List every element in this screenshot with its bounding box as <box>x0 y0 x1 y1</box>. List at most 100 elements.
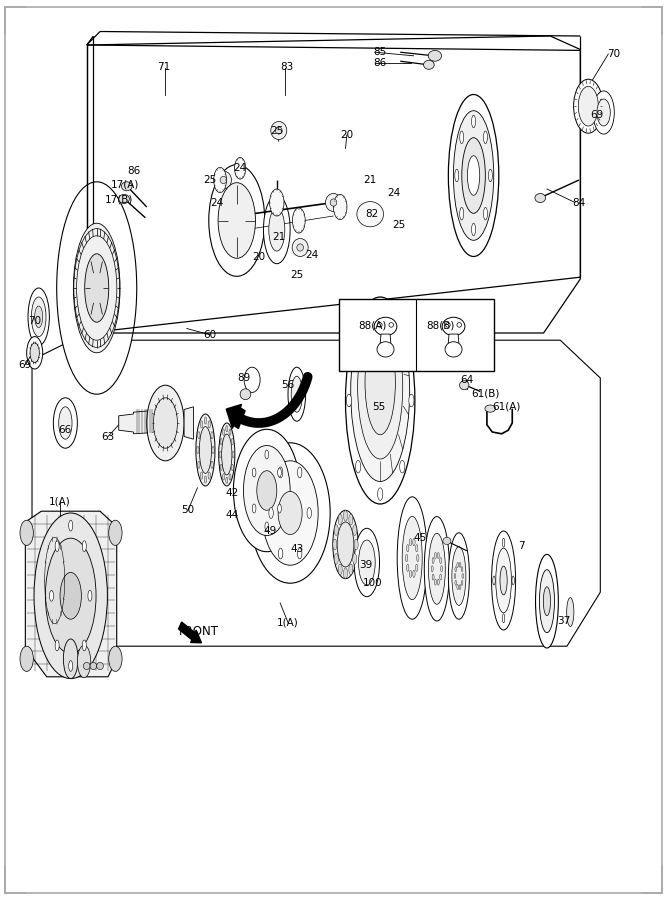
Ellipse shape <box>432 574 434 580</box>
Ellipse shape <box>263 195 290 264</box>
Ellipse shape <box>82 640 86 651</box>
Ellipse shape <box>413 538 415 545</box>
Ellipse shape <box>502 614 505 623</box>
Text: 25: 25 <box>290 269 303 280</box>
Text: 61(A): 61(A) <box>493 401 521 412</box>
Ellipse shape <box>485 405 496 412</box>
Ellipse shape <box>220 464 222 471</box>
Ellipse shape <box>354 539 358 550</box>
Text: 45: 45 <box>414 533 427 544</box>
Text: 37: 37 <box>557 616 570 626</box>
Text: 21: 21 <box>272 231 285 242</box>
Ellipse shape <box>252 504 256 513</box>
Ellipse shape <box>34 513 107 679</box>
Ellipse shape <box>434 553 436 559</box>
Ellipse shape <box>109 520 122 545</box>
Ellipse shape <box>197 432 200 439</box>
Ellipse shape <box>277 468 281 477</box>
Ellipse shape <box>219 451 221 457</box>
Ellipse shape <box>338 564 342 575</box>
Ellipse shape <box>457 585 458 590</box>
Text: 21: 21 <box>364 175 377 185</box>
Ellipse shape <box>500 566 507 595</box>
Ellipse shape <box>229 473 231 480</box>
Ellipse shape <box>109 646 122 671</box>
Text: 69: 69 <box>590 110 604 121</box>
Ellipse shape <box>493 576 495 585</box>
Ellipse shape <box>265 450 269 459</box>
Ellipse shape <box>461 567 463 572</box>
Ellipse shape <box>333 510 358 579</box>
Text: 61(B): 61(B) <box>472 388 500 399</box>
Ellipse shape <box>472 115 476 128</box>
Ellipse shape <box>60 572 81 619</box>
Ellipse shape <box>85 254 109 322</box>
Ellipse shape <box>354 528 380 597</box>
Ellipse shape <box>344 510 348 521</box>
Ellipse shape <box>250 443 330 583</box>
Text: 49: 49 <box>263 526 277 536</box>
Ellipse shape <box>212 446 214 454</box>
Ellipse shape <box>461 580 463 585</box>
Ellipse shape <box>334 525 338 535</box>
Ellipse shape <box>567 598 574 626</box>
Ellipse shape <box>97 662 103 670</box>
Ellipse shape <box>20 520 33 545</box>
Ellipse shape <box>57 182 137 394</box>
Ellipse shape <box>413 571 415 578</box>
FancyArrow shape <box>226 404 245 428</box>
Ellipse shape <box>455 567 457 572</box>
Ellipse shape <box>269 208 285 251</box>
Text: 50: 50 <box>181 505 195 516</box>
Ellipse shape <box>271 122 287 140</box>
Ellipse shape <box>262 461 318 565</box>
Ellipse shape <box>454 111 494 240</box>
Text: 63: 63 <box>101 431 115 442</box>
Ellipse shape <box>219 423 235 486</box>
Text: 82: 82 <box>366 209 379 220</box>
Ellipse shape <box>200 421 203 428</box>
Ellipse shape <box>440 574 442 580</box>
Ellipse shape <box>406 554 408 562</box>
Ellipse shape <box>454 573 456 579</box>
Ellipse shape <box>292 238 308 256</box>
Ellipse shape <box>30 343 39 363</box>
Ellipse shape <box>406 544 409 552</box>
Ellipse shape <box>229 429 231 436</box>
Text: 39: 39 <box>359 560 372 571</box>
Ellipse shape <box>69 661 73 671</box>
Ellipse shape <box>460 562 461 567</box>
Ellipse shape <box>153 398 177 448</box>
Ellipse shape <box>457 562 458 567</box>
Ellipse shape <box>462 138 486 213</box>
Ellipse shape <box>400 461 405 473</box>
Ellipse shape <box>409 394 414 407</box>
Ellipse shape <box>221 434 232 475</box>
Ellipse shape <box>488 169 492 182</box>
Ellipse shape <box>438 553 440 559</box>
Ellipse shape <box>244 367 260 392</box>
FancyArrow shape <box>179 622 201 643</box>
Text: 86: 86 <box>374 58 387 68</box>
Ellipse shape <box>536 554 558 648</box>
Ellipse shape <box>468 156 480 195</box>
Ellipse shape <box>209 165 265 276</box>
Text: 25: 25 <box>392 220 406 230</box>
Ellipse shape <box>77 645 91 678</box>
Ellipse shape <box>252 468 256 477</box>
Text: 24: 24 <box>305 249 319 260</box>
Ellipse shape <box>424 517 450 621</box>
Ellipse shape <box>223 473 225 480</box>
Ellipse shape <box>90 662 97 670</box>
Text: 17(B): 17(B) <box>105 194 133 205</box>
Ellipse shape <box>410 538 412 545</box>
Ellipse shape <box>398 497 427 619</box>
Text: 25: 25 <box>270 125 283 136</box>
Ellipse shape <box>225 426 228 432</box>
Ellipse shape <box>147 385 184 461</box>
Ellipse shape <box>225 477 228 483</box>
Ellipse shape <box>240 389 251 400</box>
Text: 66: 66 <box>59 425 72 436</box>
Ellipse shape <box>307 508 311 518</box>
Ellipse shape <box>121 182 132 191</box>
